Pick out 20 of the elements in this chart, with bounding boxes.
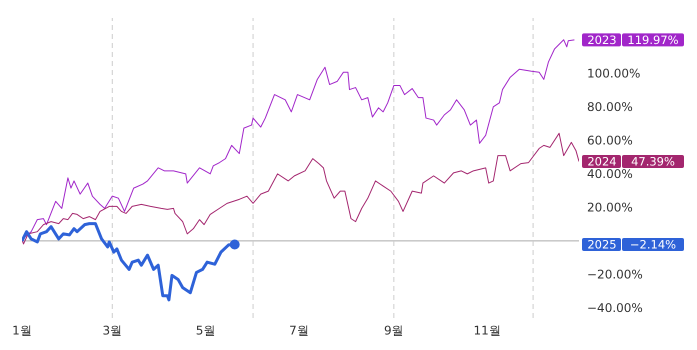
y-tick-label: −40.00%	[587, 301, 643, 316]
y-tick-label: 60.00%	[587, 134, 633, 148]
x-tick-label: 9월	[384, 324, 404, 338]
x-tick-label: 11월	[474, 324, 501, 338]
y-tick-label: 100.00%	[587, 66, 640, 81]
series-label: 2024	[587, 154, 617, 168]
text: 2025	[587, 237, 617, 252]
text: 47.39%	[631, 154, 675, 168]
series-label: 2023	[587, 32, 617, 47]
y-tick-label: 20.00%	[587, 200, 633, 215]
x-tick-label: 7월	[289, 324, 309, 338]
y-tick-label: −20.00%	[587, 268, 643, 282]
x-tick-label: 3월	[102, 324, 122, 338]
y-tick-label: 40.00%	[587, 167, 633, 182]
text: 119.97%	[627, 32, 679, 47]
y-tick-label: 80.00%	[587, 100, 633, 114]
x-tick-label: 1월	[12, 324, 32, 338]
text: −2.14%	[630, 237, 676, 252]
x-tick-label: 5월	[196, 324, 216, 338]
line-series	[22, 132, 579, 244]
